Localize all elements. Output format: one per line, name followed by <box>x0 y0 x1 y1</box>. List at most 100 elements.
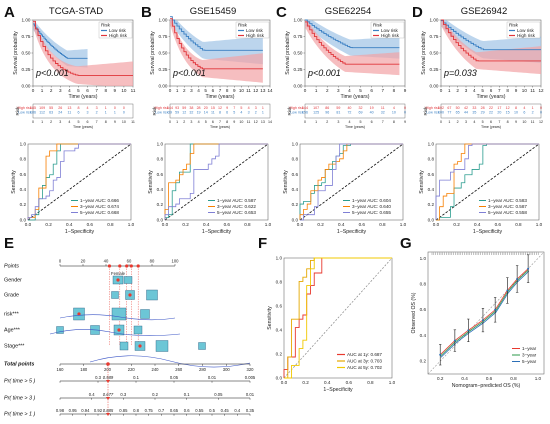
points-tick-label: 20 <box>81 259 86 264</box>
km-x-tick-label: 3 <box>190 88 193 93</box>
risk-count-high: 185 <box>30 106 36 110</box>
auc-legend-label: AUC at 1y: 0.687 <box>347 352 382 357</box>
km-x-tick-label: 4 <box>473 88 476 93</box>
risk-x-tick-label: 1 <box>41 120 43 124</box>
risk-count-high: 102 <box>438 106 444 110</box>
km-y-axis-label: Survival probability <box>150 31 156 75</box>
risk-count-high: 0 <box>404 106 406 110</box>
auc-legend-label: 5−year AUC: 0.655 <box>352 210 391 215</box>
pr5-marker <box>106 380 110 383</box>
risk-x-tick-label: 4 <box>68 120 70 124</box>
roc-x-tick-label: 0.6 <box>495 222 502 227</box>
roc-x-tick-label: 0.6 <box>359 222 366 227</box>
risk-x-tick-label: 3 <box>337 120 339 124</box>
roc-x-tick-label: 0.0 <box>162 222 169 227</box>
pr5-tick-label: 0.005 <box>245 375 256 380</box>
risk-x-tick-label: 10 <box>522 120 526 124</box>
roc-y-tick-label: 0.4 <box>428 187 435 192</box>
risk-count-high: 4 <box>248 106 250 110</box>
high-risk-curve <box>170 18 263 70</box>
km-legend <box>370 21 405 39</box>
km-y-tick-label: 0.25 <box>294 67 303 72</box>
risk-x-tick-label: 5 <box>205 120 207 124</box>
high-risk-ci-band <box>33 20 133 86</box>
risk-count-low: 0 <box>404 111 406 115</box>
roc-y-tick-label: 0.2 <box>157 202 164 207</box>
calibration-curve <box>439 268 529 356</box>
km-legend-title: Risk <box>373 23 383 28</box>
roc-x-tick-label: 0.8 <box>515 222 522 227</box>
km-x-tick-label: 7 <box>95 88 98 93</box>
km-x-tick-label: 11 <box>246 88 251 93</box>
nomogram-dot <box>138 344 142 348</box>
km-y-tick-label: 0.00 <box>22 83 31 88</box>
risk-count-high: 20 <box>204 106 208 110</box>
pr1-tick-label: 0.6 <box>184 408 190 413</box>
risk-row-low-label: Low risk <box>290 111 303 115</box>
km-x-tick-label: 12 <box>538 88 544 93</box>
risk-count-high: 11 <box>381 106 385 110</box>
pr1-tick-label: 0.885 <box>103 408 114 413</box>
roc-diagonal <box>27 143 132 221</box>
pr5-tick-label: 0.01 <box>208 375 217 380</box>
points-tick-label: 80 <box>150 259 155 264</box>
km-x-tick-label: 2 <box>326 88 329 93</box>
nomogram-row-label: Gender <box>4 278 22 284</box>
km-x-axis-label: Time (years) <box>341 94 370 100</box>
nomogram-row-label: Grade <box>4 293 19 299</box>
nomogram-row-label: Pr( time > 5 ) <box>4 379 36 385</box>
km-x-axis-label: Time (years) <box>206 94 235 100</box>
risk-x-tick-label: 0 <box>440 120 442 124</box>
risk-count-low: 24 <box>58 111 62 115</box>
roc-y-tick-label: 0.2 <box>20 202 27 207</box>
p-value: p<0.001 <box>307 68 341 78</box>
km-x-tick-label: 13 <box>260 88 266 93</box>
risk-count-high: 15 <box>211 106 215 110</box>
km-y-tick-label: 0.00 <box>430 83 439 88</box>
pr1-tick-label: 0.7 <box>158 408 164 413</box>
km-y-tick-label: 0.00 <box>159 83 168 88</box>
nomogram-box <box>119 341 129 351</box>
nomogram-dot <box>117 328 121 332</box>
calib-legend-label: 1−year <box>522 346 537 351</box>
risk-table <box>440 103 542 119</box>
km-x-tick-label: 1 <box>41 88 44 93</box>
risk-x-tick-label: 12 <box>254 120 258 124</box>
legend-high-label: High risk <box>381 33 400 38</box>
calib-y-tick-label: 0.6 <box>420 307 427 312</box>
risk-count-high: 144 <box>167 106 173 110</box>
calib-y-tick-label: 1.0 <box>420 256 427 261</box>
pr3-tick-label: 0.3 <box>120 392 126 397</box>
risk-count-low: 3 <box>248 111 250 115</box>
roc-y-tick-label: 0.2 <box>428 202 435 207</box>
risk-x-tick-label: 6 <box>87 120 89 124</box>
total-points-tick-label: 260 <box>175 367 183 372</box>
risk-count-low: 8 <box>219 111 221 115</box>
total-points-tick-label: 160 <box>57 367 65 372</box>
roc-diagonal <box>299 143 404 221</box>
roc-x-tick-label: 0.2 <box>317 222 324 227</box>
calib-legend-label: 3−year <box>522 353 537 358</box>
risk-count-high: 17 <box>497 106 501 110</box>
risk-row-high-label: High risk <box>290 106 304 110</box>
km-y-tick-label: 0.25 <box>159 67 168 72</box>
km-x-tick-label: 7 <box>219 88 222 93</box>
risk-x-tick-label: 10 <box>122 120 126 124</box>
nomogram-box <box>155 340 169 352</box>
risk-x-tick-label: 3 <box>59 120 61 124</box>
km-x-tick-label: 11 <box>530 88 535 93</box>
km-y-tick-label: 0.75 <box>159 34 168 39</box>
total-points-tick-label: 300 <box>223 367 231 372</box>
km-legend <box>235 21 270 39</box>
p-value: p<0.001 <box>172 68 206 78</box>
roc-x-tick-label: 0.4 <box>474 222 481 227</box>
risk-count-low: 19 <box>197 111 201 115</box>
risk-row-low-label: Low risk <box>155 111 168 115</box>
roc-x-tick-label: 0.4 <box>324 380 331 385</box>
risk-count-high: 22 <box>489 106 493 110</box>
total-points-tick-label: 280 <box>199 367 207 372</box>
low-risk-ci-band <box>305 20 400 59</box>
risk-count-low: 2 <box>96 111 98 115</box>
nomogram-row-label: Pr( time > 1 ) <box>4 412 36 418</box>
